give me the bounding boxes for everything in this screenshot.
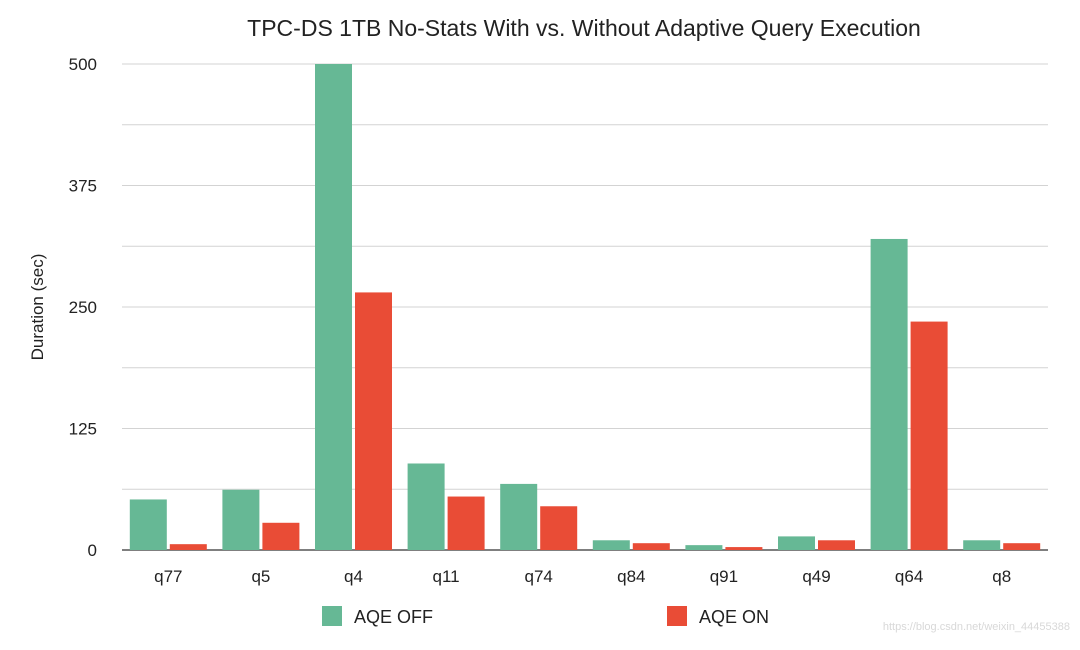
- bar-q11-aqe-on: [447, 496, 485, 550]
- x-tick-label: q11: [433, 567, 460, 586]
- y-tick-label: 250: [69, 298, 97, 317]
- bar-q91-aqe-off: [685, 545, 723, 550]
- x-tick-label: q8: [992, 567, 1011, 586]
- bar-q64-aqe-off: [870, 238, 908, 550]
- bar-q91-aqe-on: [725, 547, 763, 550]
- x-tick-label: q77: [154, 567, 182, 586]
- gridlines: [122, 63, 1048, 551]
- legend-label-aqe-off: AQE OFF: [354, 607, 433, 627]
- x-axis-ticks: q77 q5 q4 q11 q74 q84 q91 q49 q64 q8: [154, 567, 1011, 586]
- legend-swatch-aqe-off: [322, 606, 342, 626]
- bars: [129, 64, 1041, 550]
- bar-q84-aqe-off: [592, 540, 630, 550]
- bar-q4-aqe-off: [315, 64, 352, 550]
- bar-q4-aqe-on: [355, 292, 392, 550]
- bar-q5-aqe-on: [262, 522, 300, 550]
- y-tick-label: 125: [69, 420, 97, 439]
- x-tick-label: q74: [525, 567, 553, 586]
- x-tick-label: q49: [802, 567, 830, 586]
- x-tick-label: q84: [617, 567, 645, 586]
- legend-swatch-aqe-on: [667, 606, 687, 626]
- y-tick-label: 500: [69, 55, 97, 74]
- bar-q74-aqe-on: [540, 506, 578, 550]
- bar-q49-aqe-on: [818, 540, 855, 550]
- x-tick-label: q4: [344, 567, 363, 586]
- legend: AQE OFF AQE ON: [322, 606, 769, 627]
- bar-q8-aqe-off: [963, 540, 1001, 550]
- y-tick-label: 0: [88, 541, 97, 560]
- y-tick-label: 375: [69, 177, 97, 196]
- bar-q49-aqe-off: [778, 536, 815, 550]
- bar-q8-aqe-on: [1003, 543, 1041, 550]
- x-tick-label: q91: [710, 567, 738, 586]
- x-tick-label: q64: [895, 567, 923, 586]
- watermark: https://blog.csdn.net/weixin_44455388: [883, 621, 1070, 633]
- y-axis-label: Duration (sec): [28, 254, 47, 361]
- bar-q5-aqe-off: [222, 489, 260, 550]
- x-tick-label: q5: [251, 567, 270, 586]
- bar-q11-aqe-off: [407, 463, 445, 550]
- bar-q74-aqe-off: [500, 483, 538, 550]
- bar-q84-aqe-on: [632, 543, 670, 550]
- bar-q77-aqe-off: [129, 499, 167, 550]
- y-axis-ticks: 0 125 250 375 500: [69, 55, 97, 560]
- chart-title: TPC-DS 1TB No-Stats With vs. Without Ada…: [247, 15, 921, 41]
- bar-q77-aqe-on: [169, 544, 207, 550]
- bar-q64-aqe-on: [910, 321, 948, 550]
- legend-label-aqe-on: AQE ON: [699, 607, 769, 627]
